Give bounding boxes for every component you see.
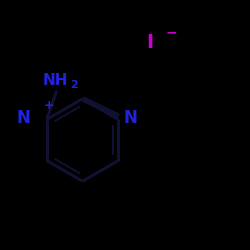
- Text: +: +: [44, 99, 54, 112]
- Text: 2: 2: [70, 80, 78, 90]
- Text: N: N: [17, 109, 30, 127]
- Text: NH: NH: [43, 73, 68, 88]
- Text: −: −: [166, 26, 177, 40]
- Text: I: I: [146, 33, 154, 52]
- Text: N: N: [124, 108, 138, 126]
